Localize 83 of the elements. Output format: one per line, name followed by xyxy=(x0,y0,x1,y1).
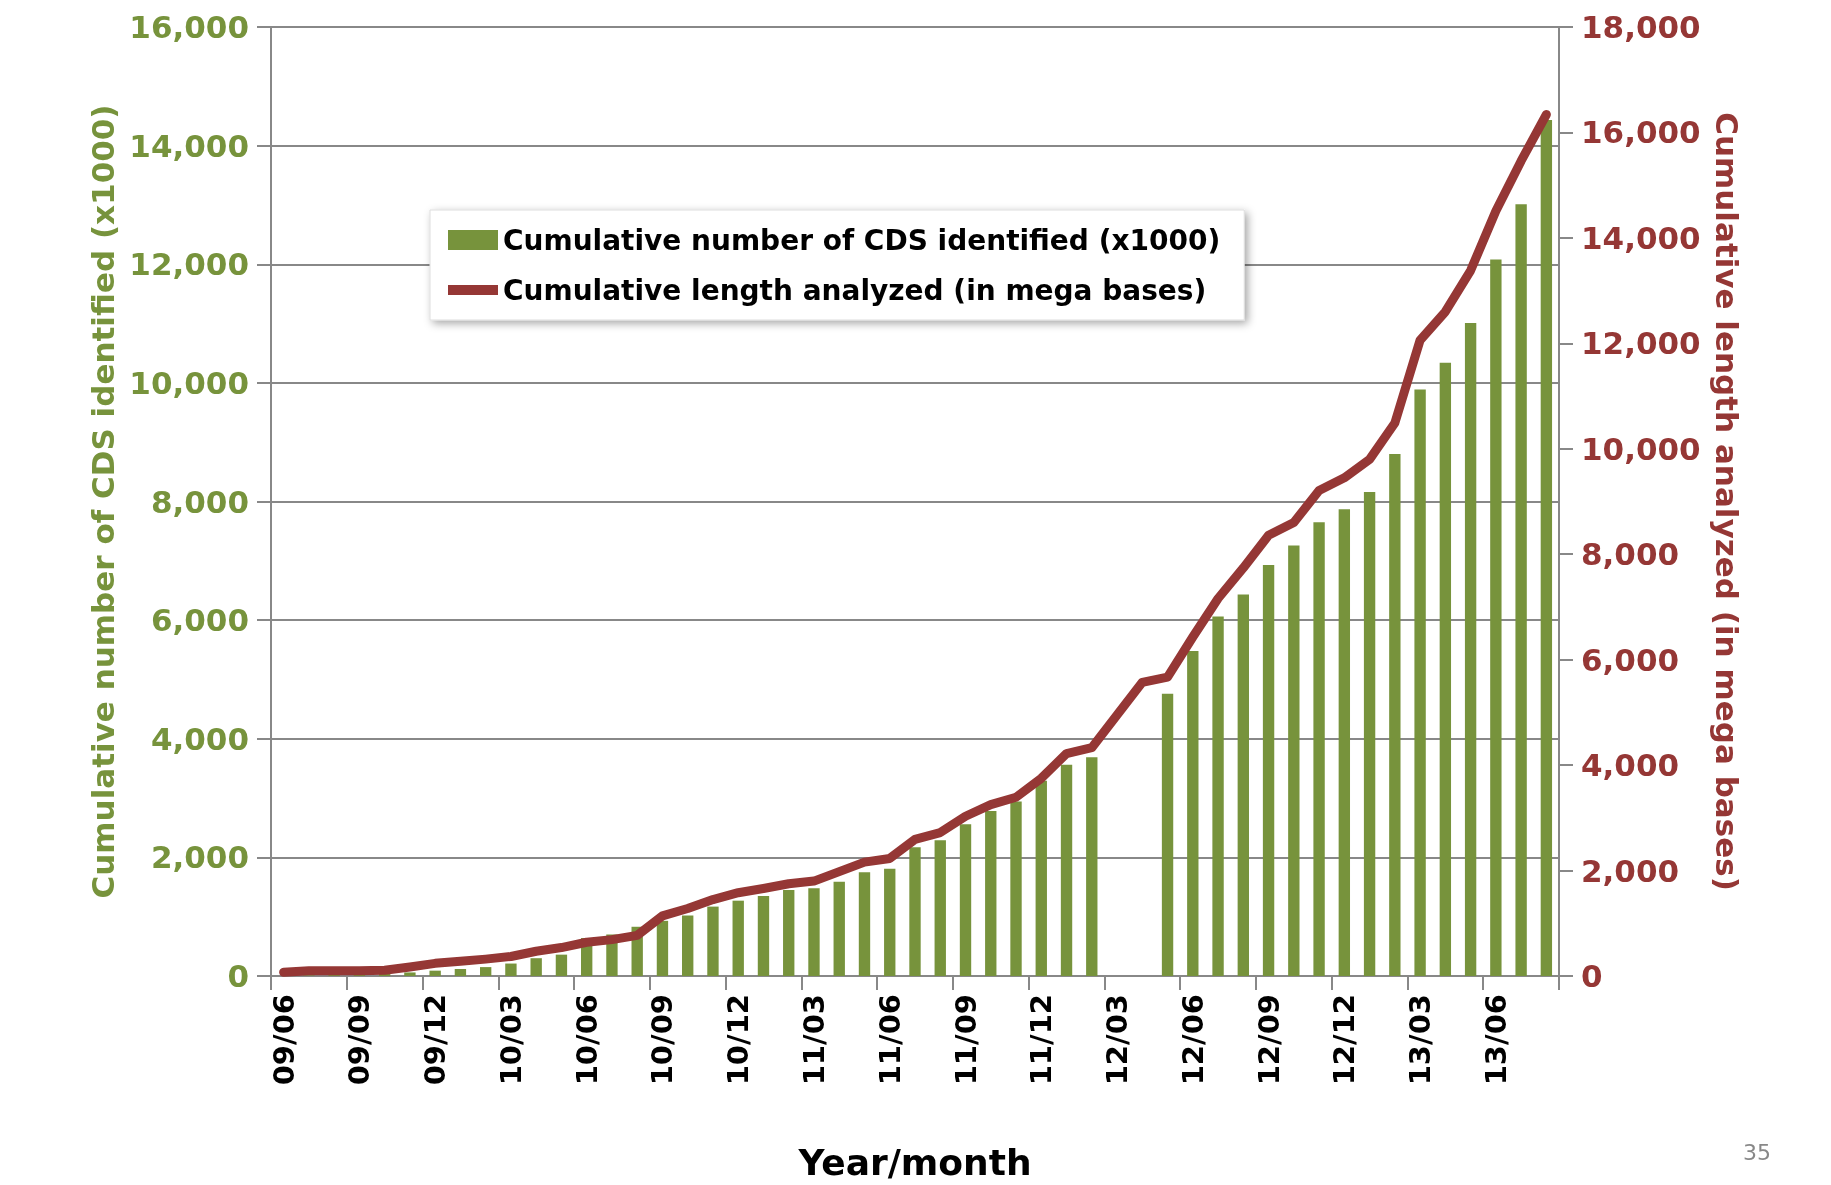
x-tick-label: 12/12 xyxy=(1327,994,1362,1086)
x-tick-label: 09/06 xyxy=(266,994,301,1086)
bar xyxy=(1187,650,1199,976)
legend-label: Cumulative number of CDS identified (x1000) xyxy=(503,223,1221,257)
y2-tick-label: 12,000 xyxy=(1581,325,1701,362)
bar xyxy=(1464,322,1477,976)
x-tick-label: 10/03 xyxy=(493,994,528,1086)
bar xyxy=(479,967,492,976)
x-tick-label: 12/09 xyxy=(1251,994,1286,1086)
bar xyxy=(1490,259,1502,976)
bar xyxy=(404,972,416,976)
bar xyxy=(707,906,719,976)
x-tick-label: 10/09 xyxy=(645,994,680,1086)
x-tick-label: 11/03 xyxy=(796,994,831,1086)
bar xyxy=(454,968,467,976)
bar xyxy=(884,868,896,976)
y2-axis-title: Cumulative length analyzed (in mega bases) xyxy=(1709,112,1746,891)
y-tick-label: 14,000 xyxy=(129,127,249,164)
bar xyxy=(682,915,694,976)
bar xyxy=(1515,204,1527,976)
bar xyxy=(934,840,946,976)
bar xyxy=(858,872,871,976)
bar xyxy=(1212,616,1224,976)
y2-tick-label: 6,000 xyxy=(1581,641,1680,678)
bar xyxy=(1035,780,1047,976)
bar xyxy=(909,847,921,976)
bar xyxy=(1262,564,1275,976)
bar xyxy=(1010,801,1022,976)
text: 35 xyxy=(1743,1140,1771,1165)
bar xyxy=(1363,492,1376,976)
x-axis-title: Year/month xyxy=(797,1141,1032,1183)
legend-label: Cumulative length analyzed (in mega bases) xyxy=(503,273,1207,307)
bar xyxy=(505,963,517,976)
bar xyxy=(1288,545,1300,976)
y2-tick-label: 2,000 xyxy=(1581,852,1680,889)
y2-tick-label: 18,000 xyxy=(1581,9,1701,45)
bar xyxy=(429,970,441,976)
x-tick-label: 10/06 xyxy=(569,994,604,1086)
y-tick-label: 2,000 xyxy=(150,839,249,876)
bar xyxy=(757,895,770,976)
bar xyxy=(1389,454,1401,976)
y-tick-label: 4,000 xyxy=(150,720,249,757)
bar xyxy=(1161,693,1174,976)
y-tick-label: 0 xyxy=(227,958,249,994)
bar xyxy=(656,920,669,976)
y-tick-label: 12,000 xyxy=(129,246,249,283)
y-tick-label: 10,000 xyxy=(129,364,249,401)
bar xyxy=(833,881,845,976)
bar xyxy=(530,958,542,976)
x-tick-label: 09/09 xyxy=(342,994,377,1086)
y-axis-title: Cumulative number of CDS identified (x1000) xyxy=(84,104,121,899)
x-tick-label: 09/12 xyxy=(418,994,453,1086)
bar xyxy=(1086,757,1098,976)
x-tick-label: 13/03 xyxy=(1403,994,1438,1086)
y2-tick-label: 16,000 xyxy=(1581,114,1701,151)
bar xyxy=(555,954,568,976)
y2-tick-label: 10,000 xyxy=(1581,430,1701,467)
y2-tick-label: 0 xyxy=(1581,958,1603,994)
y-tick-label: 8,000 xyxy=(150,483,249,520)
bar xyxy=(1060,764,1073,976)
x-tick-label: 13/06 xyxy=(1478,994,1513,1086)
x-tick-label: 10/12 xyxy=(721,994,756,1086)
y-tick-label: 6,000 xyxy=(150,602,249,639)
x-tick-label: 11/12 xyxy=(1024,994,1059,1086)
bar xyxy=(1338,509,1351,976)
x-tick-label: 11/09 xyxy=(948,994,983,1086)
x-tick-label: 12/06 xyxy=(1175,994,1210,1086)
bar xyxy=(1439,362,1452,976)
bar xyxy=(783,890,795,976)
bar xyxy=(732,900,744,976)
bar xyxy=(1540,120,1553,976)
bar xyxy=(1237,594,1249,976)
y-tick-label: 16,000 xyxy=(129,9,249,45)
bar xyxy=(959,824,972,976)
bar xyxy=(1414,389,1426,976)
bar xyxy=(1313,522,1325,976)
bar xyxy=(985,811,997,976)
y2-tick-label: 8,000 xyxy=(1581,536,1680,573)
y2-tick-label: 14,000 xyxy=(1581,219,1701,256)
y2-tick-label: 4,000 xyxy=(1581,747,1680,784)
bar xyxy=(808,888,820,976)
x-tick-label: 11/06 xyxy=(872,994,907,1086)
x-tick-label: 12/03 xyxy=(1100,994,1135,1086)
